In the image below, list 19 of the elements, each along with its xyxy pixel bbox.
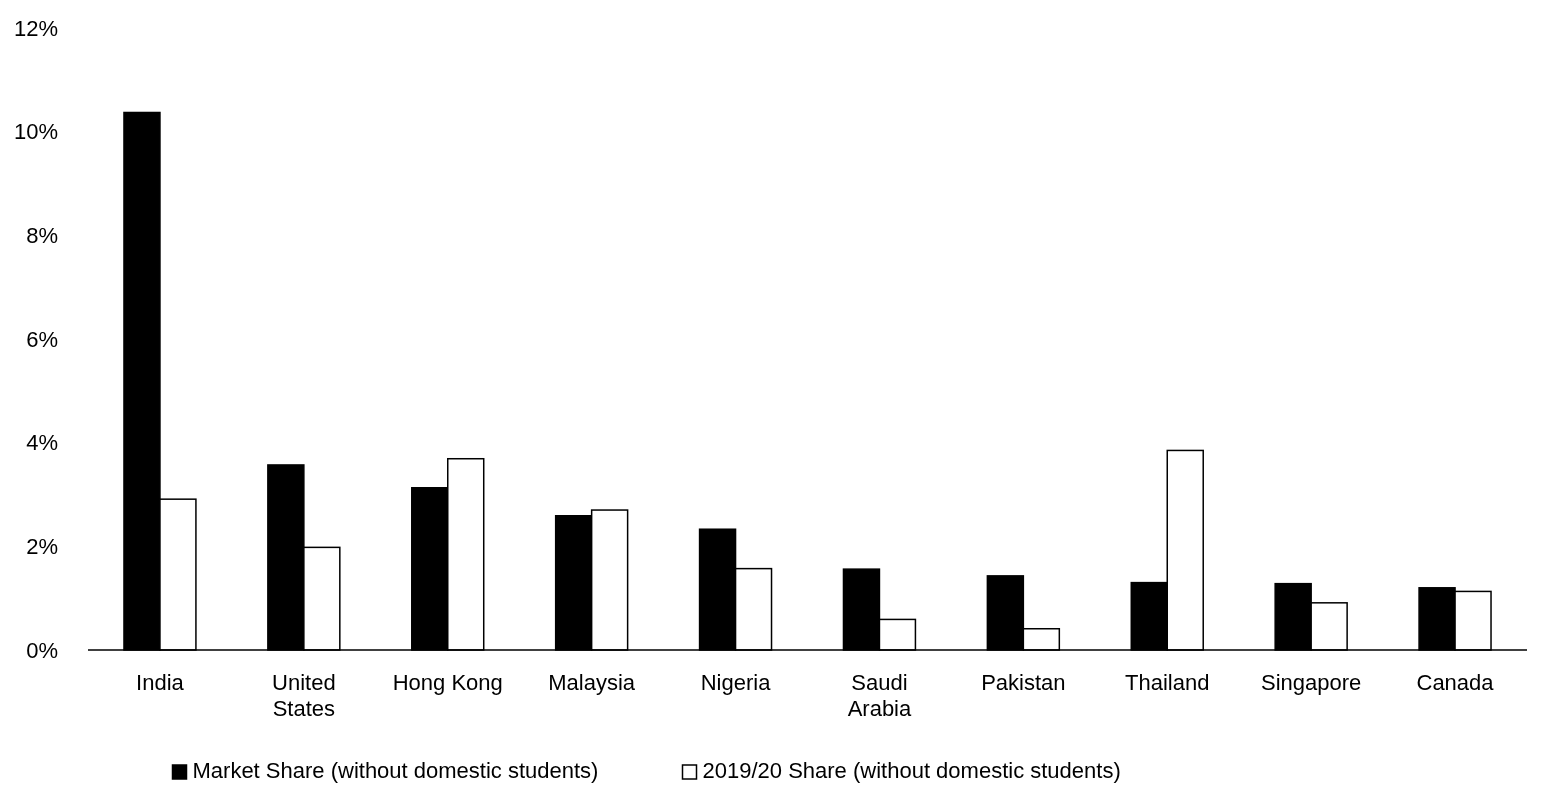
y-tick-label: 12% [13,15,58,41]
y-tick-label: 0% [26,637,58,663]
y-tick-label: 6% [26,326,58,352]
y-tick-label: 4% [26,430,58,456]
y-tick-label: 2% [26,534,58,560]
x-tick-label: United States [272,670,336,721]
x-tick-label: Hong Kong [392,670,503,695]
x-tick-label: Saudi Arabia [847,670,913,721]
x-tick-label: Singapore [1260,670,1362,695]
x-tick-label: Canada [1416,670,1495,695]
legend-label: Market Share (without domestic students) [192,758,599,783]
x-tick-label: Nigeria [700,670,772,695]
y-tick-label: 8% [26,223,58,249]
x-tick-label: Malaysia [548,670,636,695]
legend-label: 2019/20 Share (without domestic students) [702,758,1121,783]
x-tick-label: Pakistan [981,670,1066,695]
y-tick-label: 10% [13,119,58,145]
x-tick-label: India [136,670,185,695]
x-tick-label: Thailand [1125,670,1210,695]
